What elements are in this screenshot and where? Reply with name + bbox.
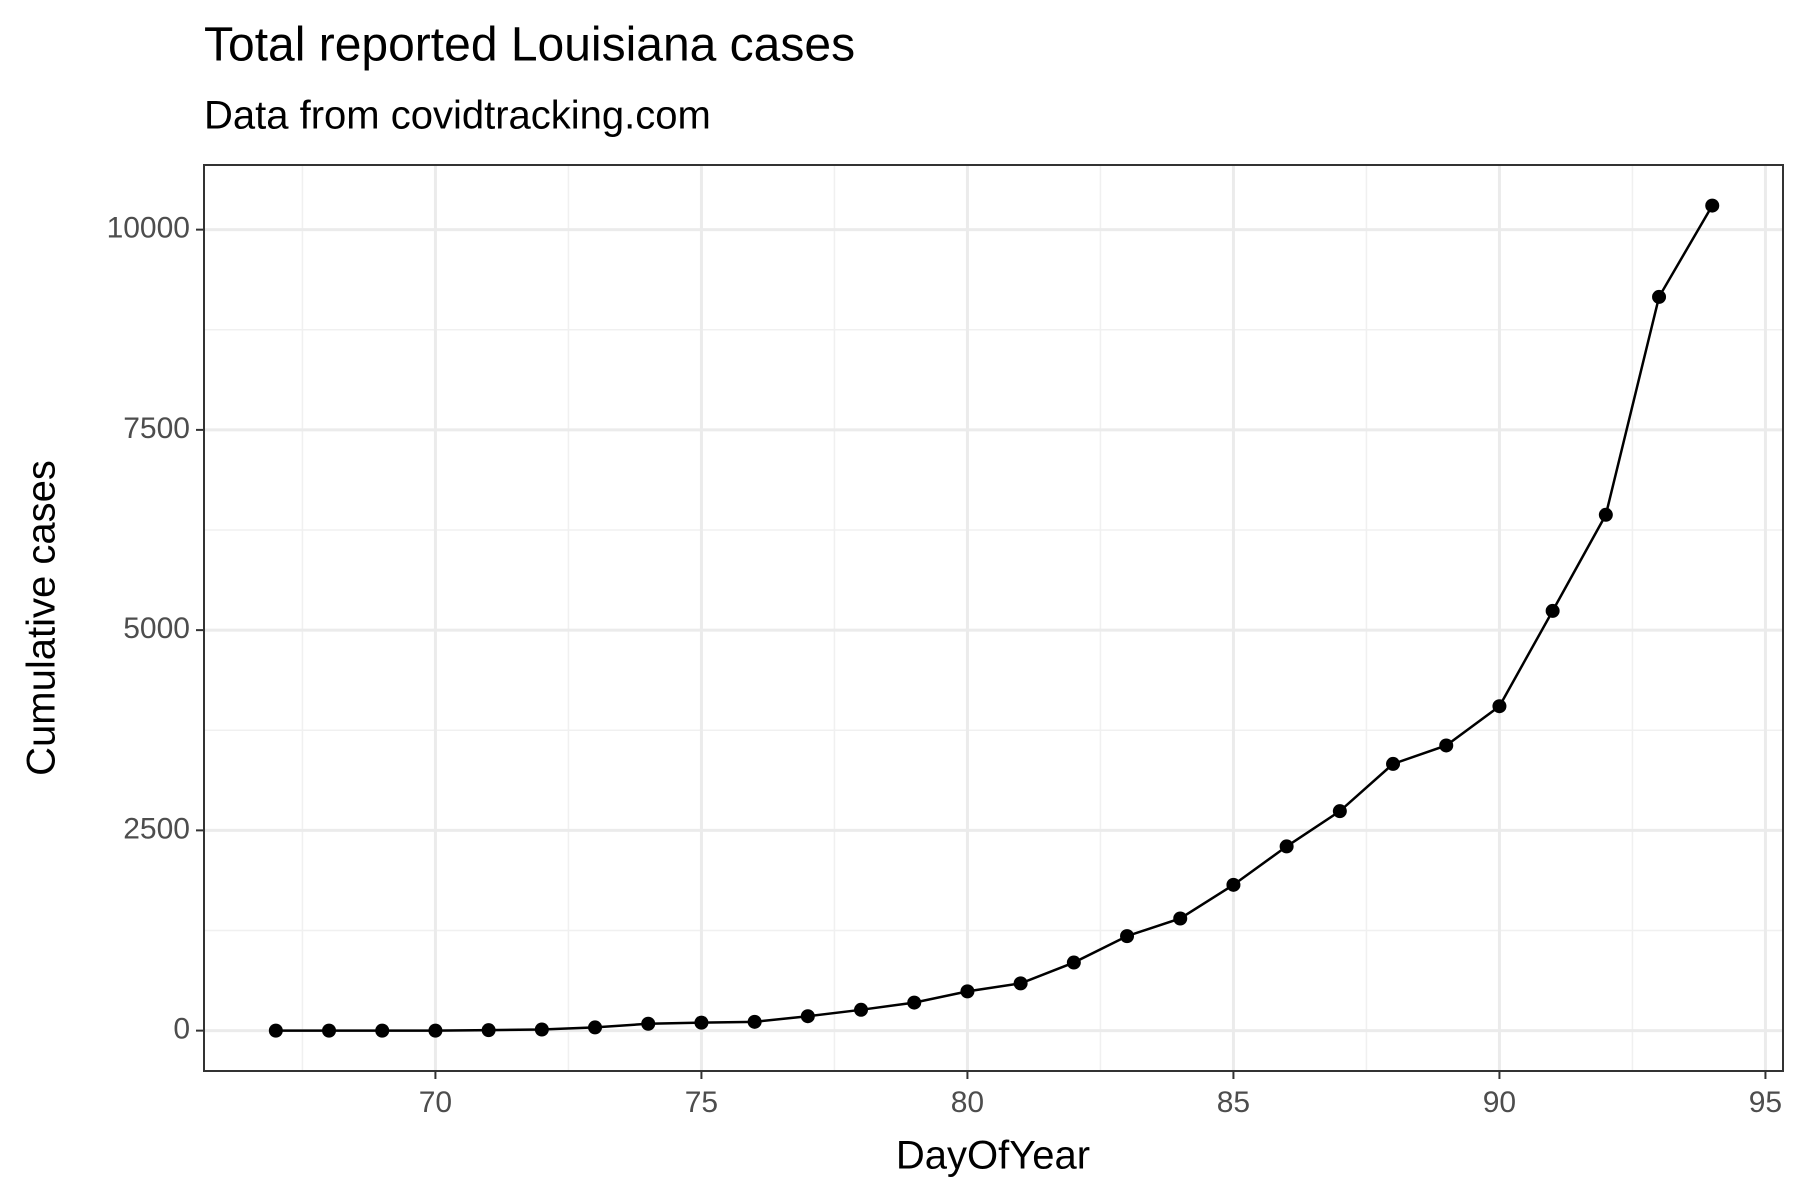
x-axis-title: DayOfYear <box>896 1134 1090 1178</box>
point <box>1066 955 1081 970</box>
point <box>534 1022 549 1037</box>
point <box>694 1015 709 1030</box>
point <box>1226 877 1241 892</box>
chart-subtitle: Data from covidtracking.com <box>204 94 711 138</box>
x-tick-label: 80 <box>951 1086 984 1119</box>
point <box>1013 976 1028 991</box>
y-tick-label: 0 <box>173 1013 190 1046</box>
point <box>1705 198 1720 213</box>
line <box>275 204 1714 1032</box>
point <box>747 1014 762 1029</box>
y-tick-label: 5000 <box>123 612 190 645</box>
y-tick-label: 7500 <box>123 412 190 445</box>
x-tick-label: 70 <box>419 1086 452 1119</box>
y-tick-label: 2500 <box>123 812 190 845</box>
point <box>1598 507 1613 522</box>
point <box>588 1020 603 1035</box>
point <box>1545 603 1560 618</box>
x-tick-label: 95 <box>1749 1086 1782 1119</box>
point <box>1332 804 1347 819</box>
chart-title: Total reported Louisiana cases <box>204 19 855 72</box>
point <box>268 1023 283 1038</box>
point <box>428 1023 443 1038</box>
point <box>322 1023 337 1038</box>
y-tick-label: 10000 <box>107 212 190 245</box>
point <box>854 1002 869 1017</box>
point <box>960 984 975 999</box>
point <box>800 1009 815 1024</box>
point <box>1652 289 1667 304</box>
x-tick-label: 75 <box>685 1086 718 1119</box>
point <box>481 1023 496 1038</box>
point <box>1386 756 1401 771</box>
point <box>1492 699 1507 714</box>
point <box>1439 738 1454 753</box>
x-tick-label: 85 <box>1217 1086 1250 1119</box>
point <box>1120 929 1135 944</box>
panel-border <box>203 164 1784 1072</box>
y-axis-title: Cumulative cases <box>20 460 64 776</box>
point <box>641 1016 656 1031</box>
point <box>1173 911 1188 926</box>
point <box>1279 839 1294 854</box>
x-tick-label: 90 <box>1483 1086 1516 1119</box>
point <box>907 995 922 1010</box>
point <box>375 1023 390 1038</box>
